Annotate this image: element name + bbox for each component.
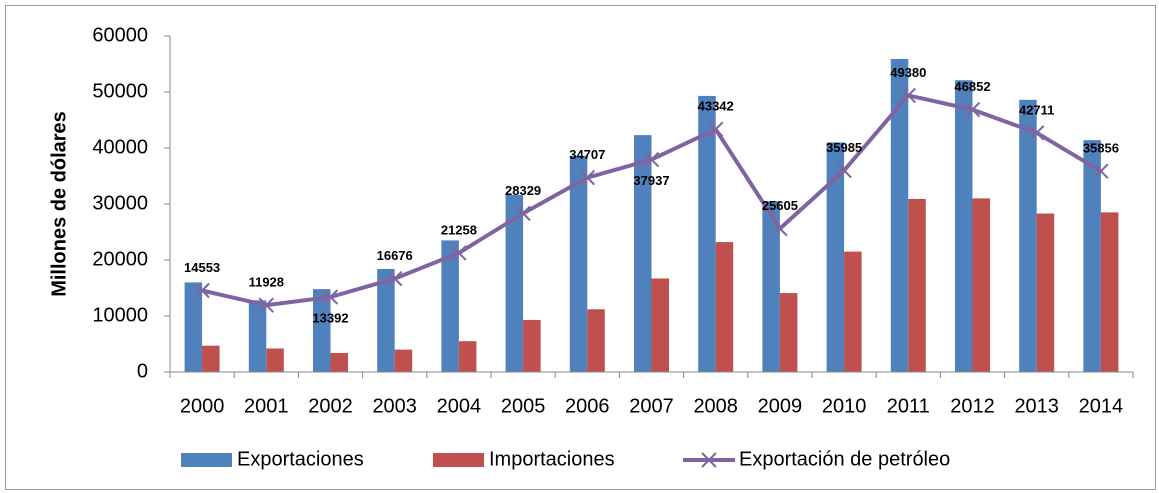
data-label: 21258 <box>441 222 477 237</box>
x-tick-label: 2013 <box>1014 395 1059 417</box>
bar <box>441 240 459 372</box>
bar <box>505 195 524 372</box>
line-marker <box>964 101 981 118</box>
bar <box>634 135 652 372</box>
bar <box>844 251 862 372</box>
x-tick-label: 2014 <box>1079 395 1124 417</box>
y-axis-label: Millones de dólares <box>48 111 70 297</box>
data-label: 42711 <box>1019 102 1054 117</box>
x-tick-label: 2001 <box>244 395 289 417</box>
data-label: 37937 <box>633 173 669 188</box>
line-marker <box>579 169 596 186</box>
line-marker <box>1093 163 1109 179</box>
line-marker <box>1028 125 1045 141</box>
x-tick-label: 2008 <box>693 395 738 417</box>
line-marker <box>194 282 210 299</box>
bar <box>569 155 588 372</box>
bar <box>377 268 395 372</box>
x-tick-label: 2000 <box>180 395 225 417</box>
data-label: 43342 <box>698 99 734 114</box>
line-marker <box>836 162 852 179</box>
x-tick-label: 2010 <box>822 395 867 417</box>
y-tick-label: 30000 <box>92 192 148 214</box>
data-label: 13392 <box>312 310 348 325</box>
bar <box>313 289 331 372</box>
data-label: 35985 <box>826 140 862 155</box>
bar <box>330 352 348 372</box>
bar <box>651 278 669 372</box>
y-tick-label: 10000 <box>92 304 148 326</box>
bar <box>523 319 541 372</box>
bar <box>762 201 780 372</box>
data-label: 16676 <box>377 248 413 263</box>
data-label: 49380 <box>890 65 926 80</box>
x-tick-label: 2012 <box>950 395 995 417</box>
legend-label: Exportaciones <box>237 448 364 470</box>
data-label: 25605 <box>762 198 798 213</box>
bar <box>890 58 909 373</box>
legend-swatch <box>181 453 232 467</box>
y-tick-label: 0 <box>137 360 148 382</box>
y-tick-label: 50000 <box>92 80 148 102</box>
bar <box>202 345 220 372</box>
bar <box>248 300 267 372</box>
x-tick-label: 2007 <box>629 395 674 417</box>
legend-label: Importaciones <box>489 448 615 470</box>
y-tick-label: 20000 <box>92 248 148 270</box>
line-marker <box>772 220 788 237</box>
bar <box>1019 99 1037 372</box>
x-tick-label: 2004 <box>437 395 482 417</box>
line-marker <box>322 289 339 305</box>
data-label: 28329 <box>505 183 541 198</box>
legend-label: Exportación de petróleo <box>739 448 950 470</box>
bar <box>826 142 845 372</box>
bar <box>184 282 203 372</box>
line-marker <box>515 205 531 222</box>
bar <box>955 80 973 373</box>
bar <box>698 95 716 373</box>
bar <box>1083 140 1101 372</box>
x-tick-label: 2002 <box>308 395 353 417</box>
line-marker <box>707 121 724 137</box>
bar <box>394 349 413 372</box>
x-tick-label: 2003 <box>372 395 417 417</box>
bar <box>1036 213 1055 372</box>
bar <box>587 309 605 372</box>
data-label: 14553 <box>184 260 220 275</box>
line-marker <box>258 297 275 313</box>
line-marker <box>451 245 467 261</box>
bar <box>458 341 477 372</box>
line-marker <box>386 270 403 287</box>
bar <box>266 348 284 372</box>
bar <box>972 198 990 372</box>
bar <box>1100 212 1119 372</box>
bar <box>908 198 926 372</box>
data-label: 46852 <box>954 79 990 94</box>
x-tick-label: 2006 <box>565 395 610 417</box>
legend-swatch <box>433 453 484 467</box>
line-marker <box>643 151 660 168</box>
x-tick-label: 2009 <box>758 395 803 417</box>
bar <box>715 242 734 372</box>
line-marker <box>900 87 917 104</box>
data-label: 34707 <box>569 147 605 162</box>
y-tick-label: 60000 <box>92 24 148 46</box>
x-tick-label: 2011 <box>887 395 930 417</box>
data-label: 11928 <box>249 275 284 290</box>
x-tick-label: 2005 <box>501 395 546 417</box>
data-label: 35856 <box>1083 141 1119 156</box>
y-tick-label: 40000 <box>92 136 148 158</box>
bar <box>779 293 798 372</box>
legend-marker <box>701 452 717 468</box>
